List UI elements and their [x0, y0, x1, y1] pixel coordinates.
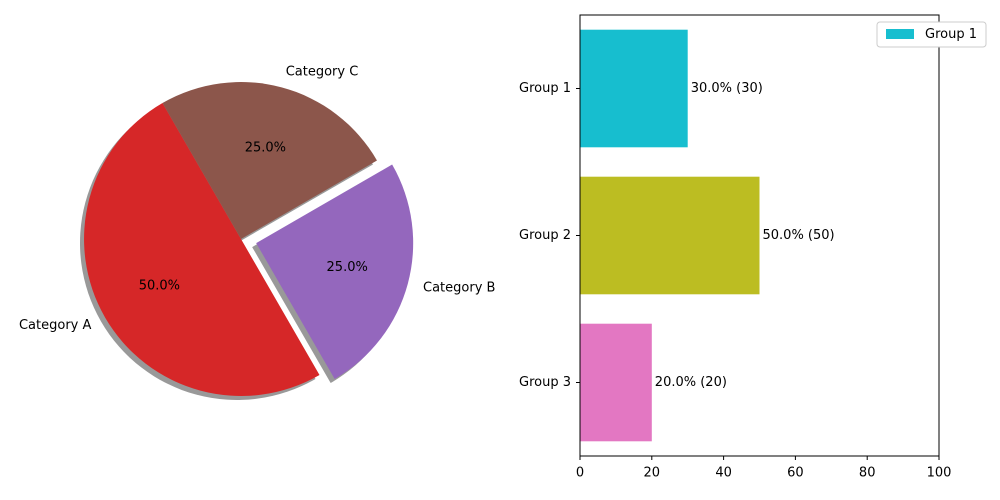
- x-tick-label: 20: [644, 466, 661, 481]
- pie-category-label: Category A: [19, 318, 92, 333]
- legend-box: [876, 21, 987, 48]
- bar-data-label: 30.0% (30): [691, 81, 763, 96]
- legend-swatch: [886, 29, 914, 39]
- pie-percent-label: 25.0%: [245, 141, 286, 156]
- x-tick-label: 40: [715, 466, 732, 481]
- legend: Group 1: [876, 21, 987, 48]
- pie-slice-category-c: [162, 81, 377, 239]
- pie-slice-category-b: [256, 164, 414, 380]
- y-tick-label: Group 2: [519, 228, 571, 243]
- x-tick-label: 100: [927, 466, 952, 481]
- plot-frame: [579, 14, 940, 457]
- pie-slice-category-a: [84, 103, 320, 396]
- bar-chart: 30.0% (30) Group 1 50.0% (50) Group 2 20.0% …: [519, 14, 987, 481]
- bar-data-label: 50.0% (50): [763, 228, 835, 243]
- bar-data-label: 20.0% (20): [655, 375, 727, 390]
- bar-group-2: [580, 176, 760, 295]
- x-tick-label: 60: [787, 466, 804, 481]
- legend-label: Group 1: [925, 27, 977, 42]
- y-tick-label: Group 1: [519, 81, 571, 96]
- pie-category-label: Category B: [423, 280, 495, 295]
- bar-group-1: [580, 29, 688, 148]
- pie-category-label: Category C: [286, 65, 359, 80]
- x-tick-label: 80: [859, 466, 876, 481]
- bar-group-3: [580, 323, 652, 442]
- pie-percent-label: 25.0%: [327, 260, 368, 275]
- pie-chart: 50.0% Category A 25.0% Category B 25.0% Categ…: [19, 65, 495, 401]
- pie-percent-label: 50.0%: [139, 279, 180, 294]
- y-tick-label: Group 3: [519, 375, 571, 390]
- x-tick-label: 0: [576, 466, 584, 481]
